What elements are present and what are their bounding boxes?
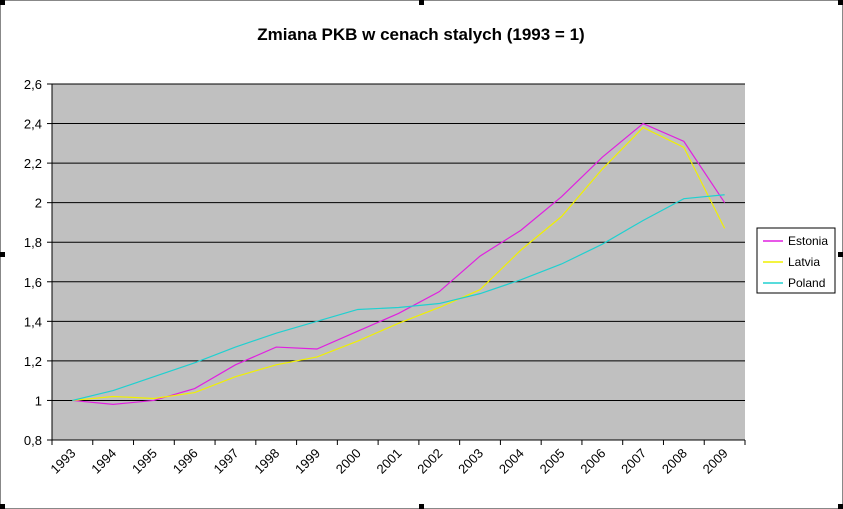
legend-label: Poland [788, 276, 825, 290]
chart-title: Zmiana PKB w cenach stalych (1993 = 1) [257, 25, 584, 44]
legend-box [756, 227, 836, 294]
y-tick-label: 2,4 [24, 117, 42, 132]
legend-label: Estonia [788, 234, 828, 248]
y-tick-label: 1,8 [24, 235, 42, 250]
y-tick-label: 1 [35, 393, 42, 408]
legend-label: Latvia [788, 255, 820, 269]
y-tick-label: 1,2 [24, 354, 42, 369]
y-tick-label: 1,4 [24, 314, 42, 329]
y-tick-label: 2 [35, 196, 42, 211]
y-tick-label: 2,2 [24, 156, 42, 171]
y-tick-label: 2,6 [24, 77, 42, 92]
series-line [72, 126, 726, 402]
series-line [72, 194, 725, 402]
y-tick-label: 1,6 [24, 275, 42, 290]
series-line [72, 122, 726, 406]
plot-area [52, 84, 745, 440]
y-tick-label: 0,8 [24, 433, 42, 448]
